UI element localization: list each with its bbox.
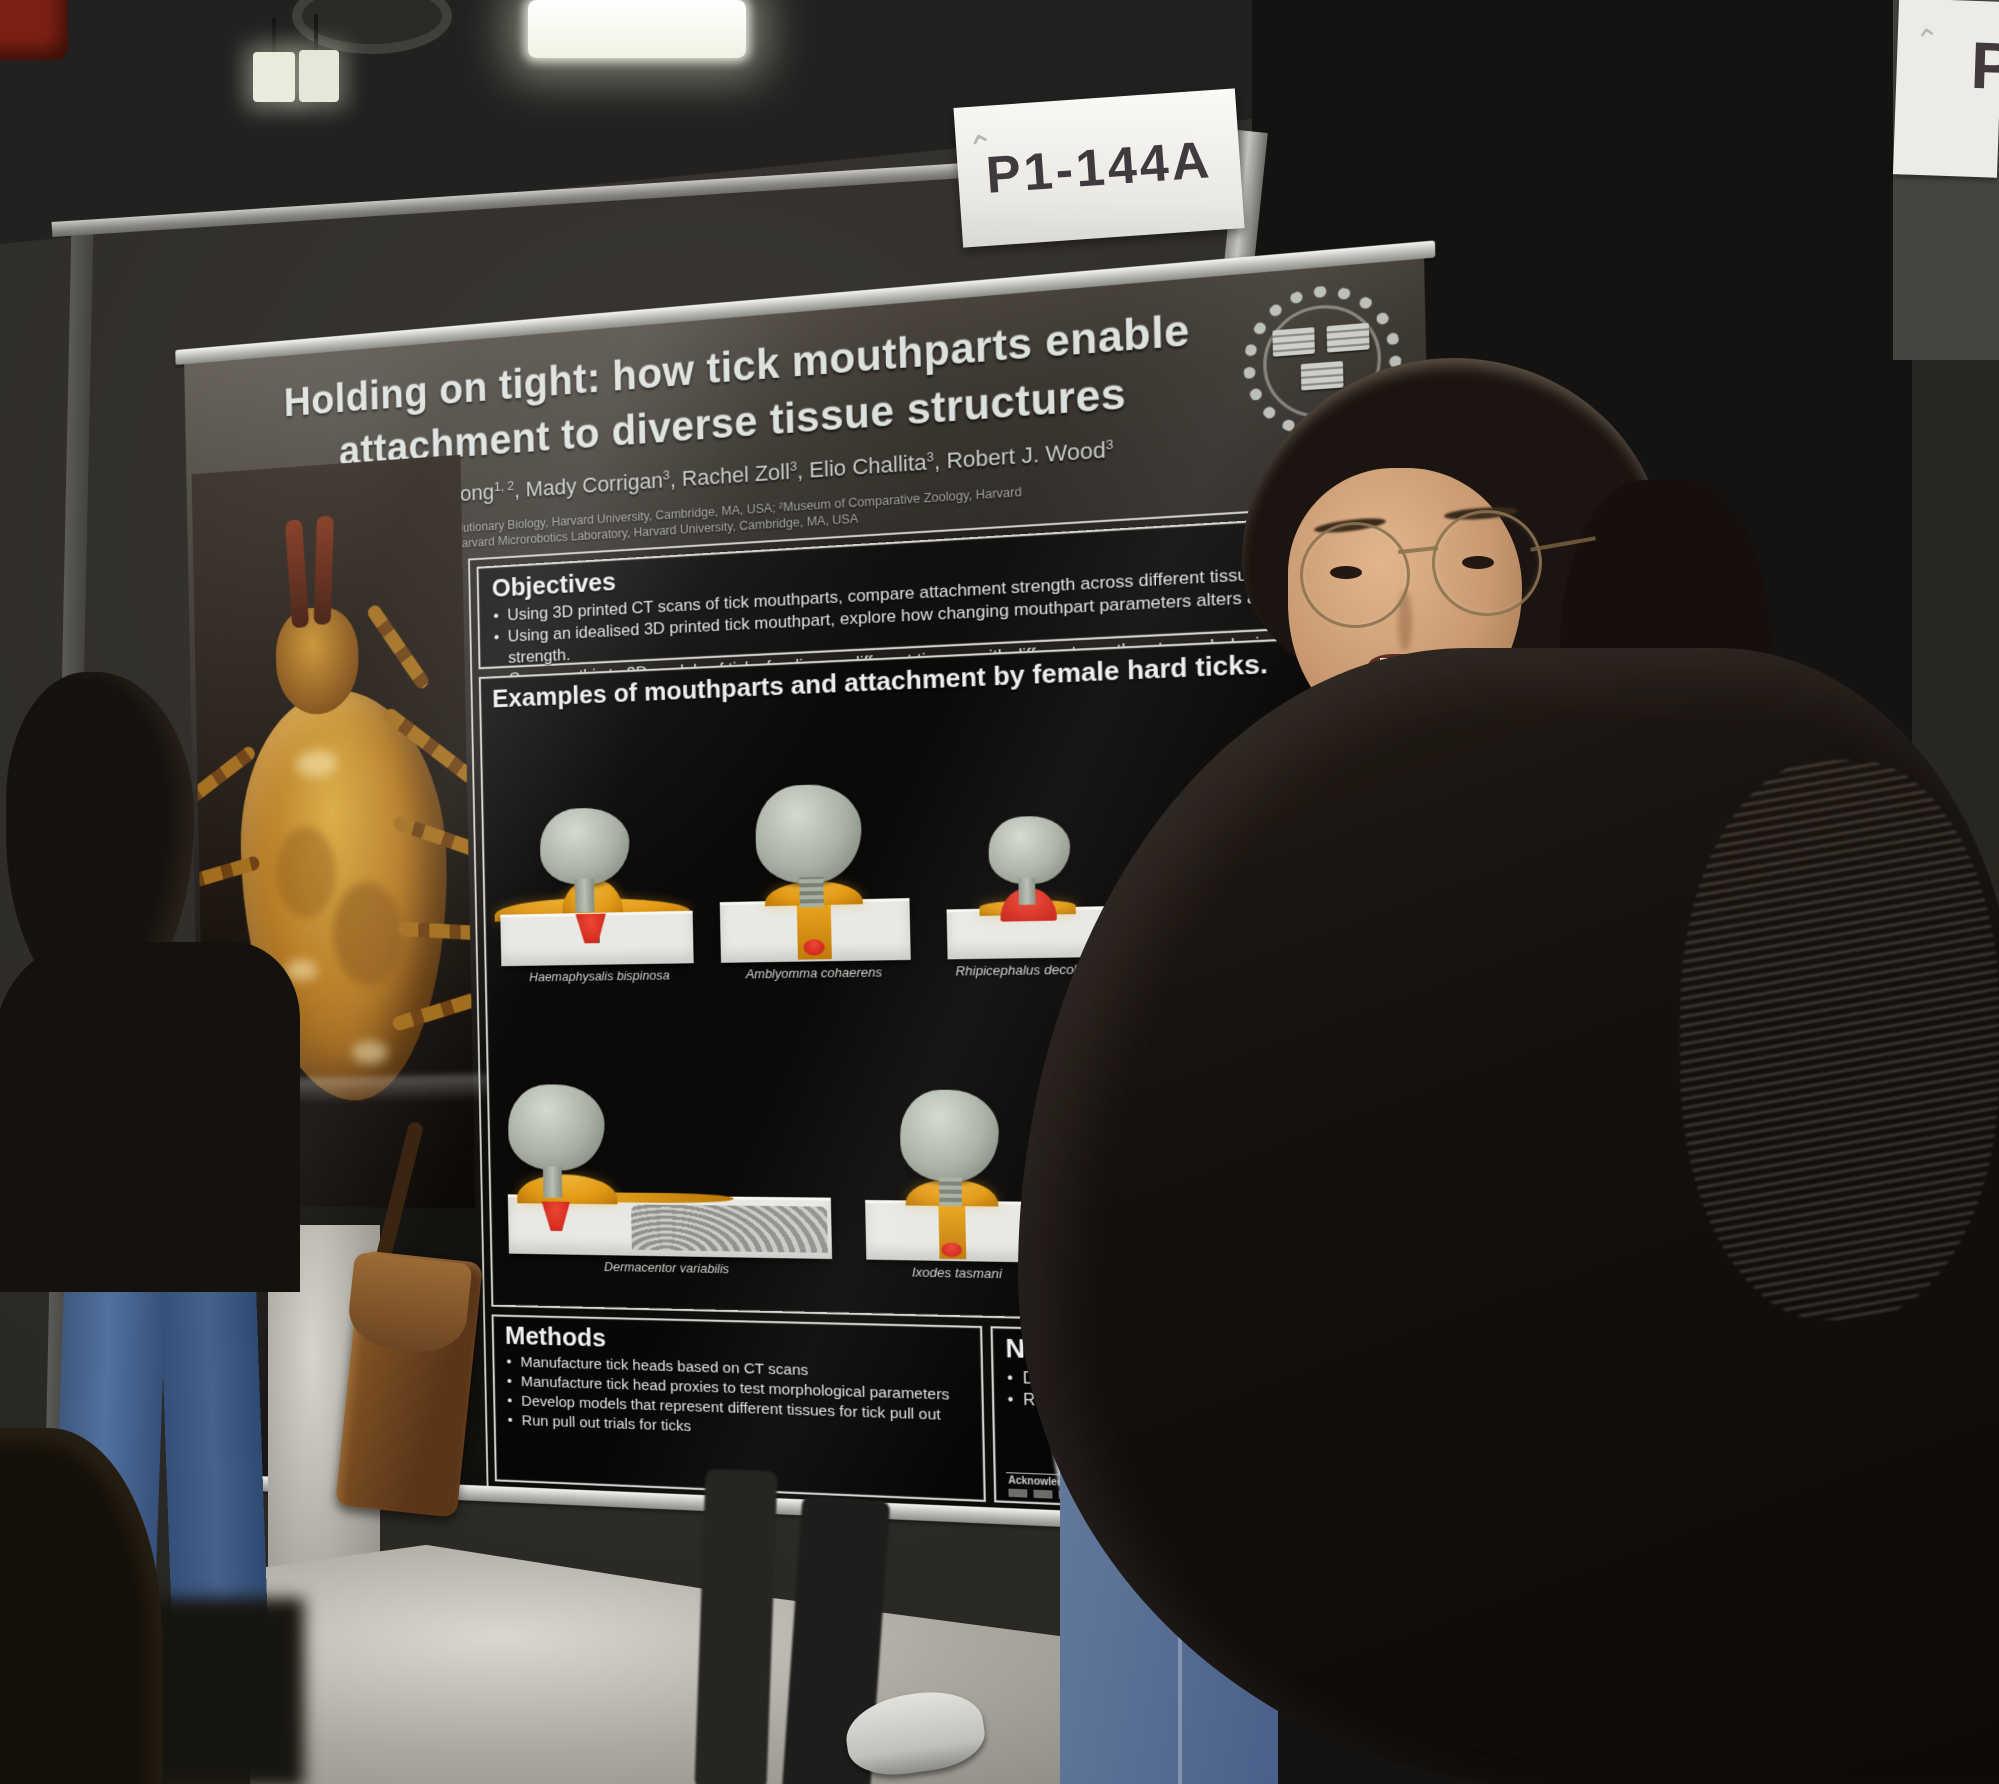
- species-label: Haemaphysalis bispinosa: [529, 967, 670, 985]
- corner-sign-label: P: [1969, 27, 1999, 104]
- ceiling-light-fixture: [299, 50, 339, 102]
- gray-hair-strands: [1680, 760, 1999, 1320]
- tick-mouthpart: [284, 518, 310, 629]
- nose: [1398, 590, 1412, 652]
- tick-3d-model: [899, 1089, 1001, 1182]
- seal-book: [1300, 360, 1344, 391]
- light-rod: [272, 18, 276, 54]
- paper-fold-mark: ⌃: [1912, 22, 1944, 60]
- eye: [1330, 566, 1362, 579]
- species-label: Amblyomma cohaerens: [745, 964, 883, 982]
- tick-figure: Haemaphysalis bispinosa: [491, 707, 705, 993]
- location-sign-label: P1-144A: [984, 131, 1214, 205]
- foreground-audience-head: [1018, 648, 1999, 1784]
- cement-cone: [516, 1174, 618, 1205]
- location-sign: ⌃ P1-144A: [953, 88, 1245, 248]
- seal-book: [1326, 322, 1370, 353]
- ceiling-red-fixture: [0, 0, 68, 60]
- eye: [1462, 556, 1494, 569]
- fabric-tissue-texture: [630, 1204, 828, 1253]
- tick-3d-model: [755, 783, 863, 885]
- tick-3d-model: [987, 815, 1071, 886]
- glasses-lens: [1300, 522, 1410, 628]
- ceiling-light-fixture: [253, 52, 295, 102]
- paper-fold-mark: ⌃: [963, 125, 1003, 171]
- tick-figure: Dermacentor variabilis: [496, 989, 837, 1287]
- light-rod: [314, 14, 318, 52]
- corner-location-sign: ⌃ P: [1892, 0, 1999, 178]
- seal-book: [1272, 327, 1315, 357]
- leg: [694, 1468, 778, 1784]
- ceiling-light-fixture: [528, 0, 746, 58]
- audience-body: [0, 942, 300, 1292]
- tick-mouthpart: [313, 515, 334, 625]
- tick-figure: Amblyomma cohaerens: [699, 698, 926, 991]
- tick-3d-model: [539, 806, 631, 886]
- tick-3d-model: [507, 1084, 606, 1171]
- glasses-lens: [1432, 510, 1542, 616]
